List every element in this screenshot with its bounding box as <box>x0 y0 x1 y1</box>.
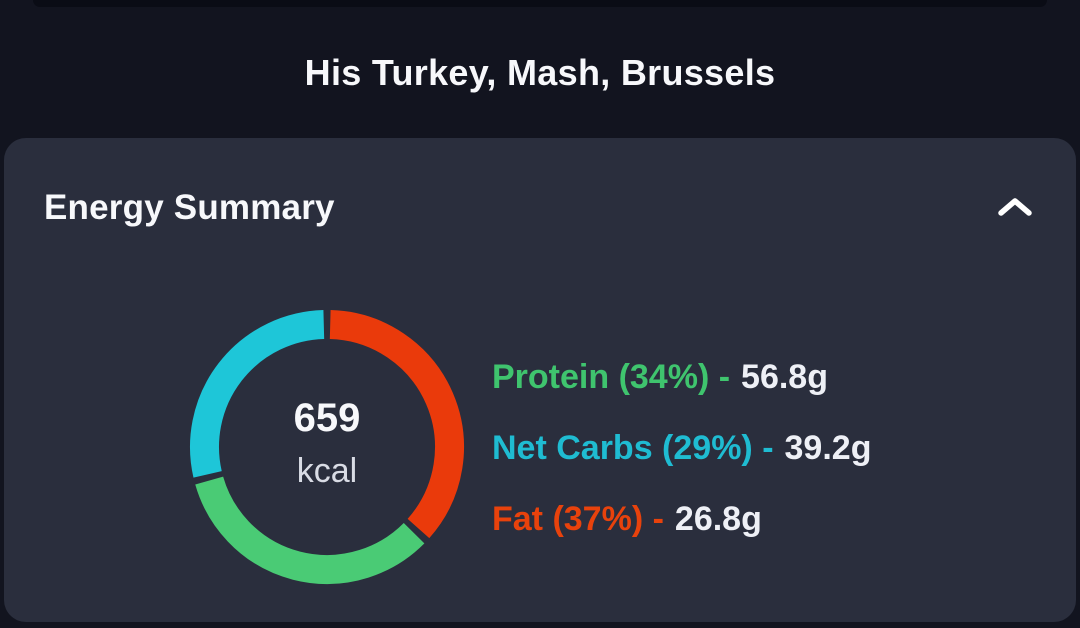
page-title: His Turkey, Mash, Brussels <box>304 52 776 93</box>
legend-label-fat: Fat (37%) - <box>492 500 664 538</box>
top-sheet-edge <box>33 0 1047 7</box>
energy-summary-card-header: Energy Summary <box>44 188 1038 228</box>
legend-label-net-carbs: Net Carbs (29%) - <box>492 429 774 467</box>
legend-value-protein: 56.8g <box>741 358 828 396</box>
legend-row-protein: Protein (34%) - 56.8g <box>492 352 871 402</box>
macro-legend: Protein (34%) - 56.8g Net Carbs (29%) - … <box>492 352 871 544</box>
donut-segment-fat <box>329 310 464 539</box>
legend-value-fat: 26.8g <box>674 500 762 538</box>
calories-unit: kcal <box>296 451 358 490</box>
calories-value: 659 <box>293 395 361 440</box>
donut-segment-protein <box>195 476 425 584</box>
collapse-section-button[interactable] <box>992 190 1038 227</box>
card-title: Energy Summary <box>44 188 335 227</box>
chevron-up-icon <box>996 194 1034 223</box>
legend-value-net-carbs: 39.2g <box>784 429 872 467</box>
donut-segment-net-carbs <box>190 310 325 478</box>
energy-summary-card: Energy Summary 659 kcal Protein (34%) - … <box>4 138 1076 622</box>
donut-chart-svg <box>190 310 464 584</box>
legend-label-protein: Protein (34%) - <box>492 358 731 396</box>
legend-row-net-carbs: Net Carbs (29%) - 39.2g <box>492 423 871 473</box>
macro-donut-chart: 659 kcal <box>182 302 472 592</box>
donut-center-label: 659 kcal <box>182 298 472 588</box>
legend-row-fat: Fat (37%) - 26.8g <box>492 494 871 544</box>
